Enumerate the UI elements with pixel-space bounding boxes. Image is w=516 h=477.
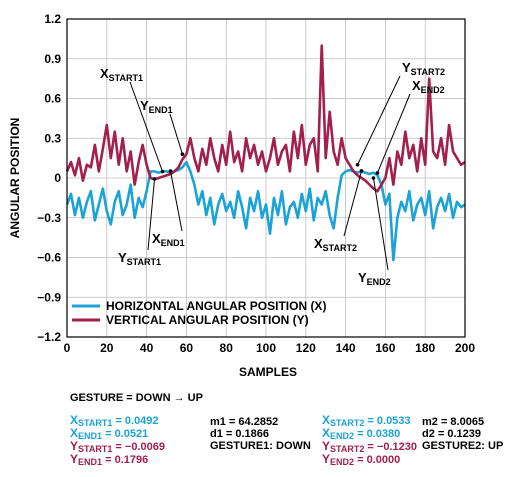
series-lines [65,44,466,262]
annotation-y-start1: YSTART1 [118,177,161,267]
x-tick-label: 200 [455,341,475,355]
annotation-point [152,177,157,181]
annotation-x-start1: XSTART1 [100,66,165,174]
plot-border [66,18,466,338]
y-tick-label: −0.9 [37,290,61,304]
annotation-label: YSTART2 [402,60,445,77]
legend-label: HORIZONTAL ANGULAR POSITION (X) [106,299,326,313]
annotation-leader [129,81,163,172]
x-tick-label: 120 [296,341,316,355]
annotation-label: XEND1 [152,231,185,248]
y-tick-label: −0.6 [37,251,61,265]
x-tick-label: 80 [220,341,234,355]
x-tick-label: 140 [336,341,356,355]
legend: HORIZONTAL ANGULAR POSITION (X)VERTICAL … [72,299,326,327]
plot-frame [66,18,466,338]
y-axis-label: ANGULAR POSITION [8,118,22,239]
annotation-label: YSTART1 [118,250,161,267]
y-tick-label: 0.9 [44,52,61,66]
y-tick-label: 0.3 [44,131,61,145]
annotation-label: XSTART2 [314,236,357,253]
x-tick-label: 60 [180,341,194,355]
y-tick-label: −0.3 [37,211,61,225]
annotation-x-end1: XEND1 [152,169,185,248]
annotation-leader [169,113,183,155]
annotation-leader [357,75,401,165]
series-line-vertical [65,44,466,193]
annotation-point [371,176,376,180]
tick-labels: 0 20 40 60 80 100 120 140 160 180 200 1.2 0.9 0.6 0.3 0… [37,12,475,355]
annotation-label: XEND2 [412,78,445,95]
annotation-y-end1: YEND1 [140,98,185,156]
annotation-point [160,169,165,174]
annotation-label: YEND1 [140,98,173,115]
annotation-leader [376,93,411,174]
annotation-leader [372,177,389,271]
x-axis-label: SAMPLES [239,365,297,379]
annotation-point [359,169,364,173]
annotation-x-end2: XEND2 [375,78,445,175]
x-tick-label: 160 [375,341,395,355]
y-tick-label: 0 [54,171,61,185]
x-tick-label: 100 [256,341,276,355]
y-tick-label: 0.6 [44,92,61,106]
annotation-x-start2: XSTART2 [314,169,364,253]
x-tick-label: 20 [100,341,114,355]
annotation-y-start2: YSTART2 [355,60,445,167]
annotation-y-end2: YEND2 [358,176,391,287]
series-line-horizontal [65,160,466,262]
annotation-point [180,152,185,156]
annotation-leader [147,178,156,251]
annotation-leader [169,171,183,232]
x-tick-label: 40 [140,341,154,355]
annotation-label: XSTART1 [100,66,143,83]
annotation-point [375,171,380,175]
y-tick-label: −1.2 [37,330,61,344]
annotation-leader [343,170,363,237]
legend-label: VERTICAL ANGULAR POSITION (Y) [106,313,309,327]
y-tick-label: 1.2 [44,12,61,26]
x-tick-label: 180 [415,341,435,355]
annotation-point [355,162,360,167]
annotation-point [168,169,173,173]
x-tick-label: 0 [64,341,71,355]
annotation-label: YEND2 [358,270,391,287]
